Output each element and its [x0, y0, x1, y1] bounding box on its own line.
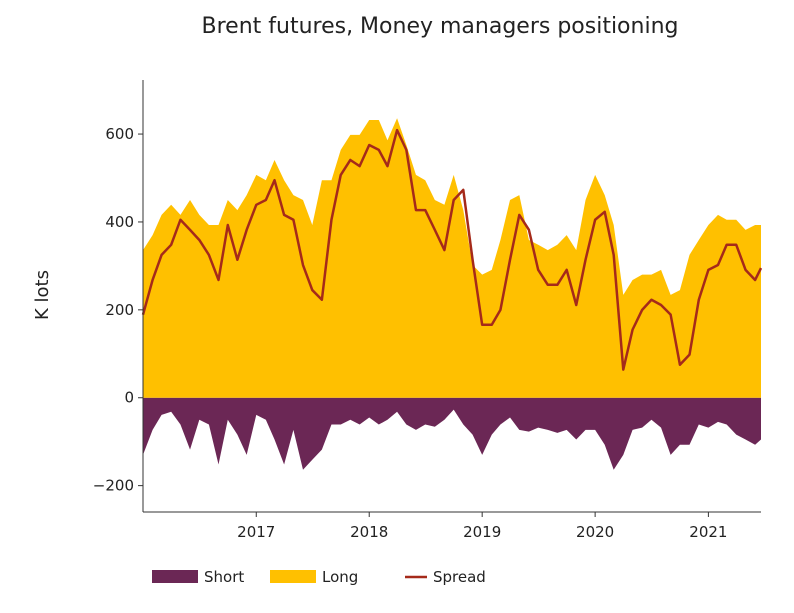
y-axis-label: K lots: [32, 270, 53, 320]
legend-item-short: Short: [152, 568, 244, 586]
area-long: [143, 118, 761, 398]
legend-item-spread: Spread: [405, 568, 486, 586]
y-tick-label: 600: [105, 125, 134, 143]
legend-item-long: Long: [270, 568, 358, 586]
line-spread: [141, 128, 763, 371]
area-short: [143, 397, 761, 470]
y-tick-label: 0: [124, 389, 134, 407]
legend: Short Long Spread: [152, 568, 486, 586]
chart-title: Brent futures, Money managers positionin…: [202, 14, 679, 39]
legend-swatch: [270, 570, 316, 583]
x-tick-label: 2017: [237, 523, 275, 541]
axes: −200 0 200 400 600 2017 2018 2019 2020 2021: [93, 80, 761, 541]
legend-swatch: [152, 570, 198, 583]
y-tick-label: 200: [105, 301, 134, 319]
x-tick-label: 2021: [689, 523, 727, 541]
x-tick-label: 2020: [576, 523, 614, 541]
y-tick-label: −200: [93, 477, 134, 495]
legend-label: Spread: [433, 568, 486, 586]
plot-area: [141, 118, 763, 470]
y-tick-label: 400: [105, 213, 134, 231]
x-tick-label: 2019: [463, 523, 501, 541]
x-tick-label: 2018: [350, 523, 388, 541]
legend-label: Long: [322, 568, 358, 586]
legend-label: Short: [204, 568, 244, 586]
